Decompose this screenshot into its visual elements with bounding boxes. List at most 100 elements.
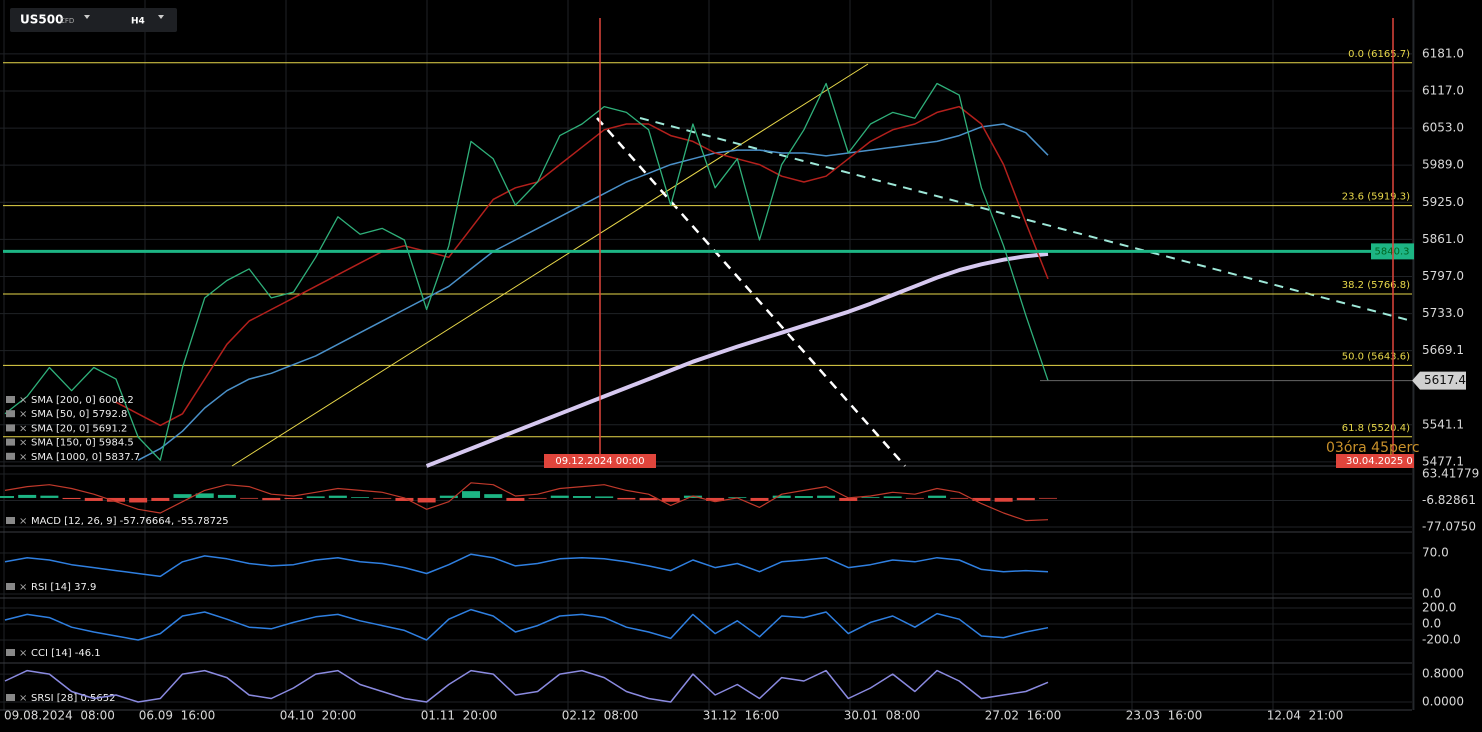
macd-histogram-bar [129,497,148,503]
indicator-legend[interactable]: CCI [14] -46.1 [31,648,101,659]
legend-close: × [19,395,27,406]
badge: CFD [60,17,74,25]
time-marker-box [544,454,656,468]
macd-histogram-bar [639,497,658,501]
y-tick-label: -77.0750 [1422,520,1476,534]
x-tick-label: 23.03 16:00 [1126,709,1203,723]
sma-50 [115,105,1049,427]
fib-label: 61.8 (5520.4) [1342,423,1410,434]
legend-close: × [19,423,27,434]
macd-histogram-bar [839,497,858,501]
macd-histogram-bar [861,497,880,498]
legend-icon [6,649,15,656]
macd-histogram-bar [217,494,236,498]
macd-histogram-bar [373,497,392,499]
countdown: 03óra 45perc [1326,440,1420,456]
macd-histogram-bar [106,497,125,502]
price-line [4,82,1049,461]
y-tick-label: 6181.0 [1422,46,1464,60]
macd-histogram-bar [0,496,14,498]
x-tick-label: 01.11 20:00 [421,709,498,723]
macd-histogram-bar [84,497,103,501]
cci-line [4,608,1049,641]
indicator-legend[interactable]: MACD [12, 26, 9] -57.76664, -55.78725 [31,516,229,527]
macd-histogram-bar [972,497,991,501]
macd-histogram-bar [550,495,569,498]
y-tick-label: 200.0 [1422,601,1456,615]
x-tick-label: 04.10 20:00 [280,709,357,723]
y-tick-label: 5925.0 [1422,195,1464,209]
x-tick-label: 12.04 21:00 [1267,709,1344,723]
srsi-line [4,669,1049,703]
indicator-legend[interactable]: SMA [20, 0] 5691.2 [31,423,127,434]
x-tick-label: 27.02 16:00 [985,709,1062,723]
fib-label: 38.2 (5766.8) [1342,280,1410,291]
indicator-legend[interactable]: RSI [14] 37.9 [31,582,96,593]
y-tick-label: 0.0 [1422,587,1441,601]
time-marker-label: 09.12.2024 00:00 [555,456,644,467]
macd-histogram-bar [151,497,170,501]
macd-histogram-bar [195,493,214,498]
macd-histogram-bar [928,495,947,498]
legend-close: × [19,516,27,527]
symbol[interactable]: US500 [20,13,63,27]
macd-histogram-bar [528,497,547,499]
x-tick-label: 09.08.2024 08:00 [4,709,115,723]
y-tick-label: 5861.0 [1422,232,1464,246]
toolbar[interactable] [10,8,177,32]
macd-histogram-bar [883,496,902,498]
indicator-legend[interactable]: SMA [200, 0] 6006.2 [31,395,134,406]
macd-histogram-bar [683,495,702,498]
time-marker-box [1336,454,1414,468]
macd-histogram-bar [395,497,414,501]
legend-icon [6,583,15,590]
x-tick-label: 02.12 08:00 [562,709,639,723]
support-label: 5840.3 [1375,246,1410,257]
indicator-legend[interactable]: SMA [1000, 0] 5837.7 [31,452,140,463]
macd-histogram-bar [794,496,813,498]
macd-histogram-bar [40,495,59,498]
sma-1000 [425,251,1049,468]
macd-histogram-bar [661,497,680,502]
macd-histogram-bar [772,495,791,498]
legend-icon [6,410,15,418]
x-tick-label: 31.12 16:00 [703,709,780,723]
y-tick-label: 5477.1 [1422,454,1464,468]
legend-close: × [19,693,27,704]
indicator-legend[interactable]: SMA [50, 0] 5792.8 [31,409,127,420]
indicator-legend[interactable]: SRSI [28] 0.5652 [31,693,115,704]
y-tick-label: 5797.0 [1422,269,1464,283]
macd-histogram-bar [417,497,436,503]
macd-histogram-bar [817,495,836,498]
macd-histogram-bar [439,495,458,498]
y-tick-label: 5541.1 [1422,417,1464,431]
macd-histogram-bar [572,496,591,498]
indicator-legend[interactable]: SMA [150, 0] 5984.5 [31,438,134,449]
timeframe[interactable]: H4 [131,17,145,27]
dropdown-arrow[interactable] [158,15,164,19]
fib-label: 23.6 (5919.3) [1342,192,1410,203]
macd-histogram-bar [306,496,325,498]
last-price-box [1412,371,1466,390]
y-tick-label: 6053.0 [1422,121,1464,135]
macd-histogram-bar [351,497,370,498]
macd-histogram-bar [18,494,37,498]
x-tick-label: 30.01 08:00 [844,709,921,723]
sma-200 [137,123,1049,461]
macd-histogram-bar [328,495,347,498]
y-tick-label: 63.41779 [1422,467,1479,481]
macd-histogram-bar [706,497,725,501]
macd-histogram-bar [484,494,503,498]
y-tick-label: 6117.0 [1422,83,1464,97]
dropdown-arrow[interactable] [84,15,90,19]
rsi-line [4,553,1049,578]
legend-close: × [19,409,27,420]
macd-histogram-bar [950,497,969,499]
last-price-label: 5617.4 [1424,373,1466,387]
legend-icon [6,438,15,446]
y-tick-label: 5669.1 [1422,343,1464,357]
macd-histogram-bar [1039,497,1057,499]
macd-histogram-bar [62,497,81,500]
